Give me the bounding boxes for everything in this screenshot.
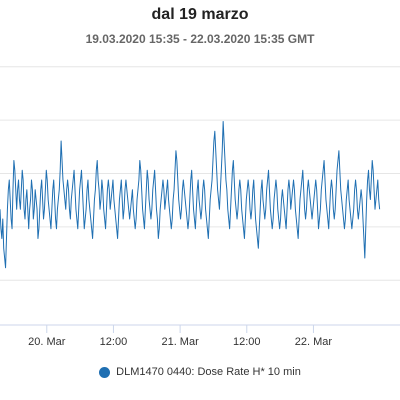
tick-layer: 20. Mar 12:00 21. Mar 12:00 22. Mar	[28, 325, 332, 348]
grid-layer	[0, 66, 400, 281]
chart-subtitle: 19.03.2020 15:35 - 22.03.2020 15:35 GMT	[85, 32, 315, 46]
legend-label: DLM1470 0440: Dose Rate H* 10 min	[116, 366, 301, 378]
chart-title: dal 19 marzo	[151, 6, 249, 23]
x-tick-label: 12:00	[233, 336, 261, 348]
x-tick-label: 12:00	[100, 336, 128, 348]
x-tick-label: 21. Mar	[161, 336, 199, 348]
series-layer[interactable]	[0, 121, 381, 269]
x-tick-label: 22. Mar	[295, 336, 333, 348]
legend: DLM1470 0440: Dose Rate H* 10 min	[0, 366, 400, 381]
legend-marker-icon	[99, 366, 111, 378]
series-line-dose-rate[interactable]	[0, 121, 381, 269]
x-tick-label: 20. Mar	[28, 336, 66, 348]
legend-item[interactable]: DLM1470 0440: Dose Rate H* 10 min	[99, 366, 301, 378]
